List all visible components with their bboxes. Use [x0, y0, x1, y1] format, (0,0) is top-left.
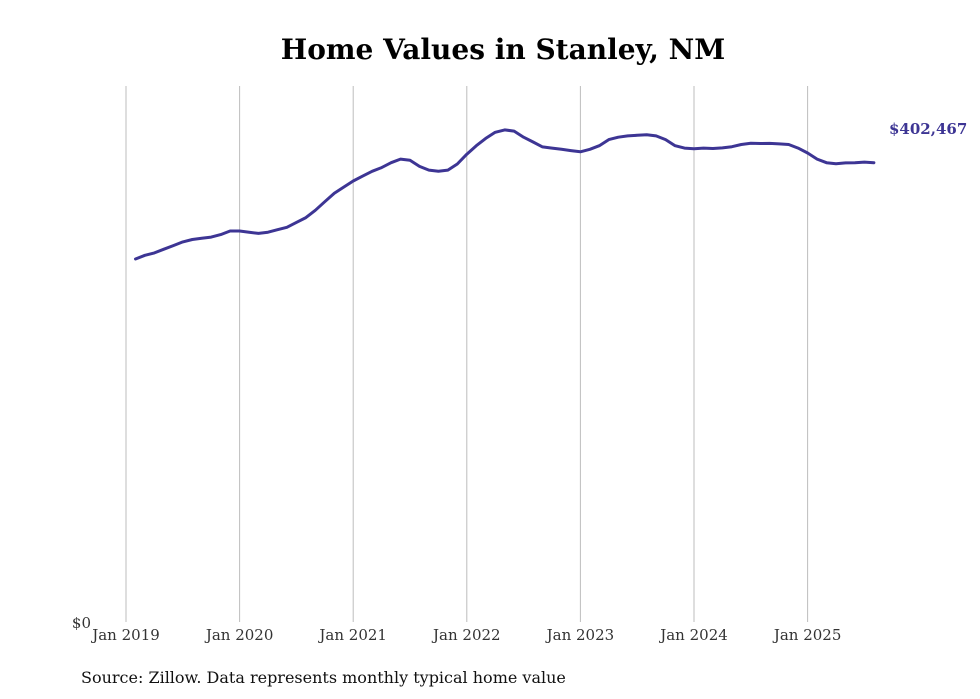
- x-tick-label-2025: Jan 2025: [772, 626, 842, 644]
- x-tick-label-2019: Jan 2019: [90, 626, 160, 644]
- home-value-line: [134, 128, 876, 261]
- x-tick-label-2022: Jan 2022: [431, 626, 501, 644]
- source-note: Source: Zillow. Data represents monthly …: [81, 668, 566, 687]
- x-tick-label-2020: Jan 2020: [204, 626, 274, 644]
- x-tick-label-2021: Jan 2021: [317, 626, 387, 644]
- latest-value-label: $402,467: [889, 120, 967, 138]
- chart-title: Home Values in Stanley, NM: [281, 33, 725, 66]
- x-tick-label-2023: Jan 2023: [545, 626, 615, 644]
- gridlines: [125, 86, 809, 622]
- x-axis-tick-labels: Jan 2019 Jan 2020 Jan 2021 Jan 2022 Jan 2023…: [90, 626, 841, 644]
- x-tick-label-2024: Jan 2024: [658, 626, 728, 644]
- y-axis-zero-label: $0: [72, 614, 91, 632]
